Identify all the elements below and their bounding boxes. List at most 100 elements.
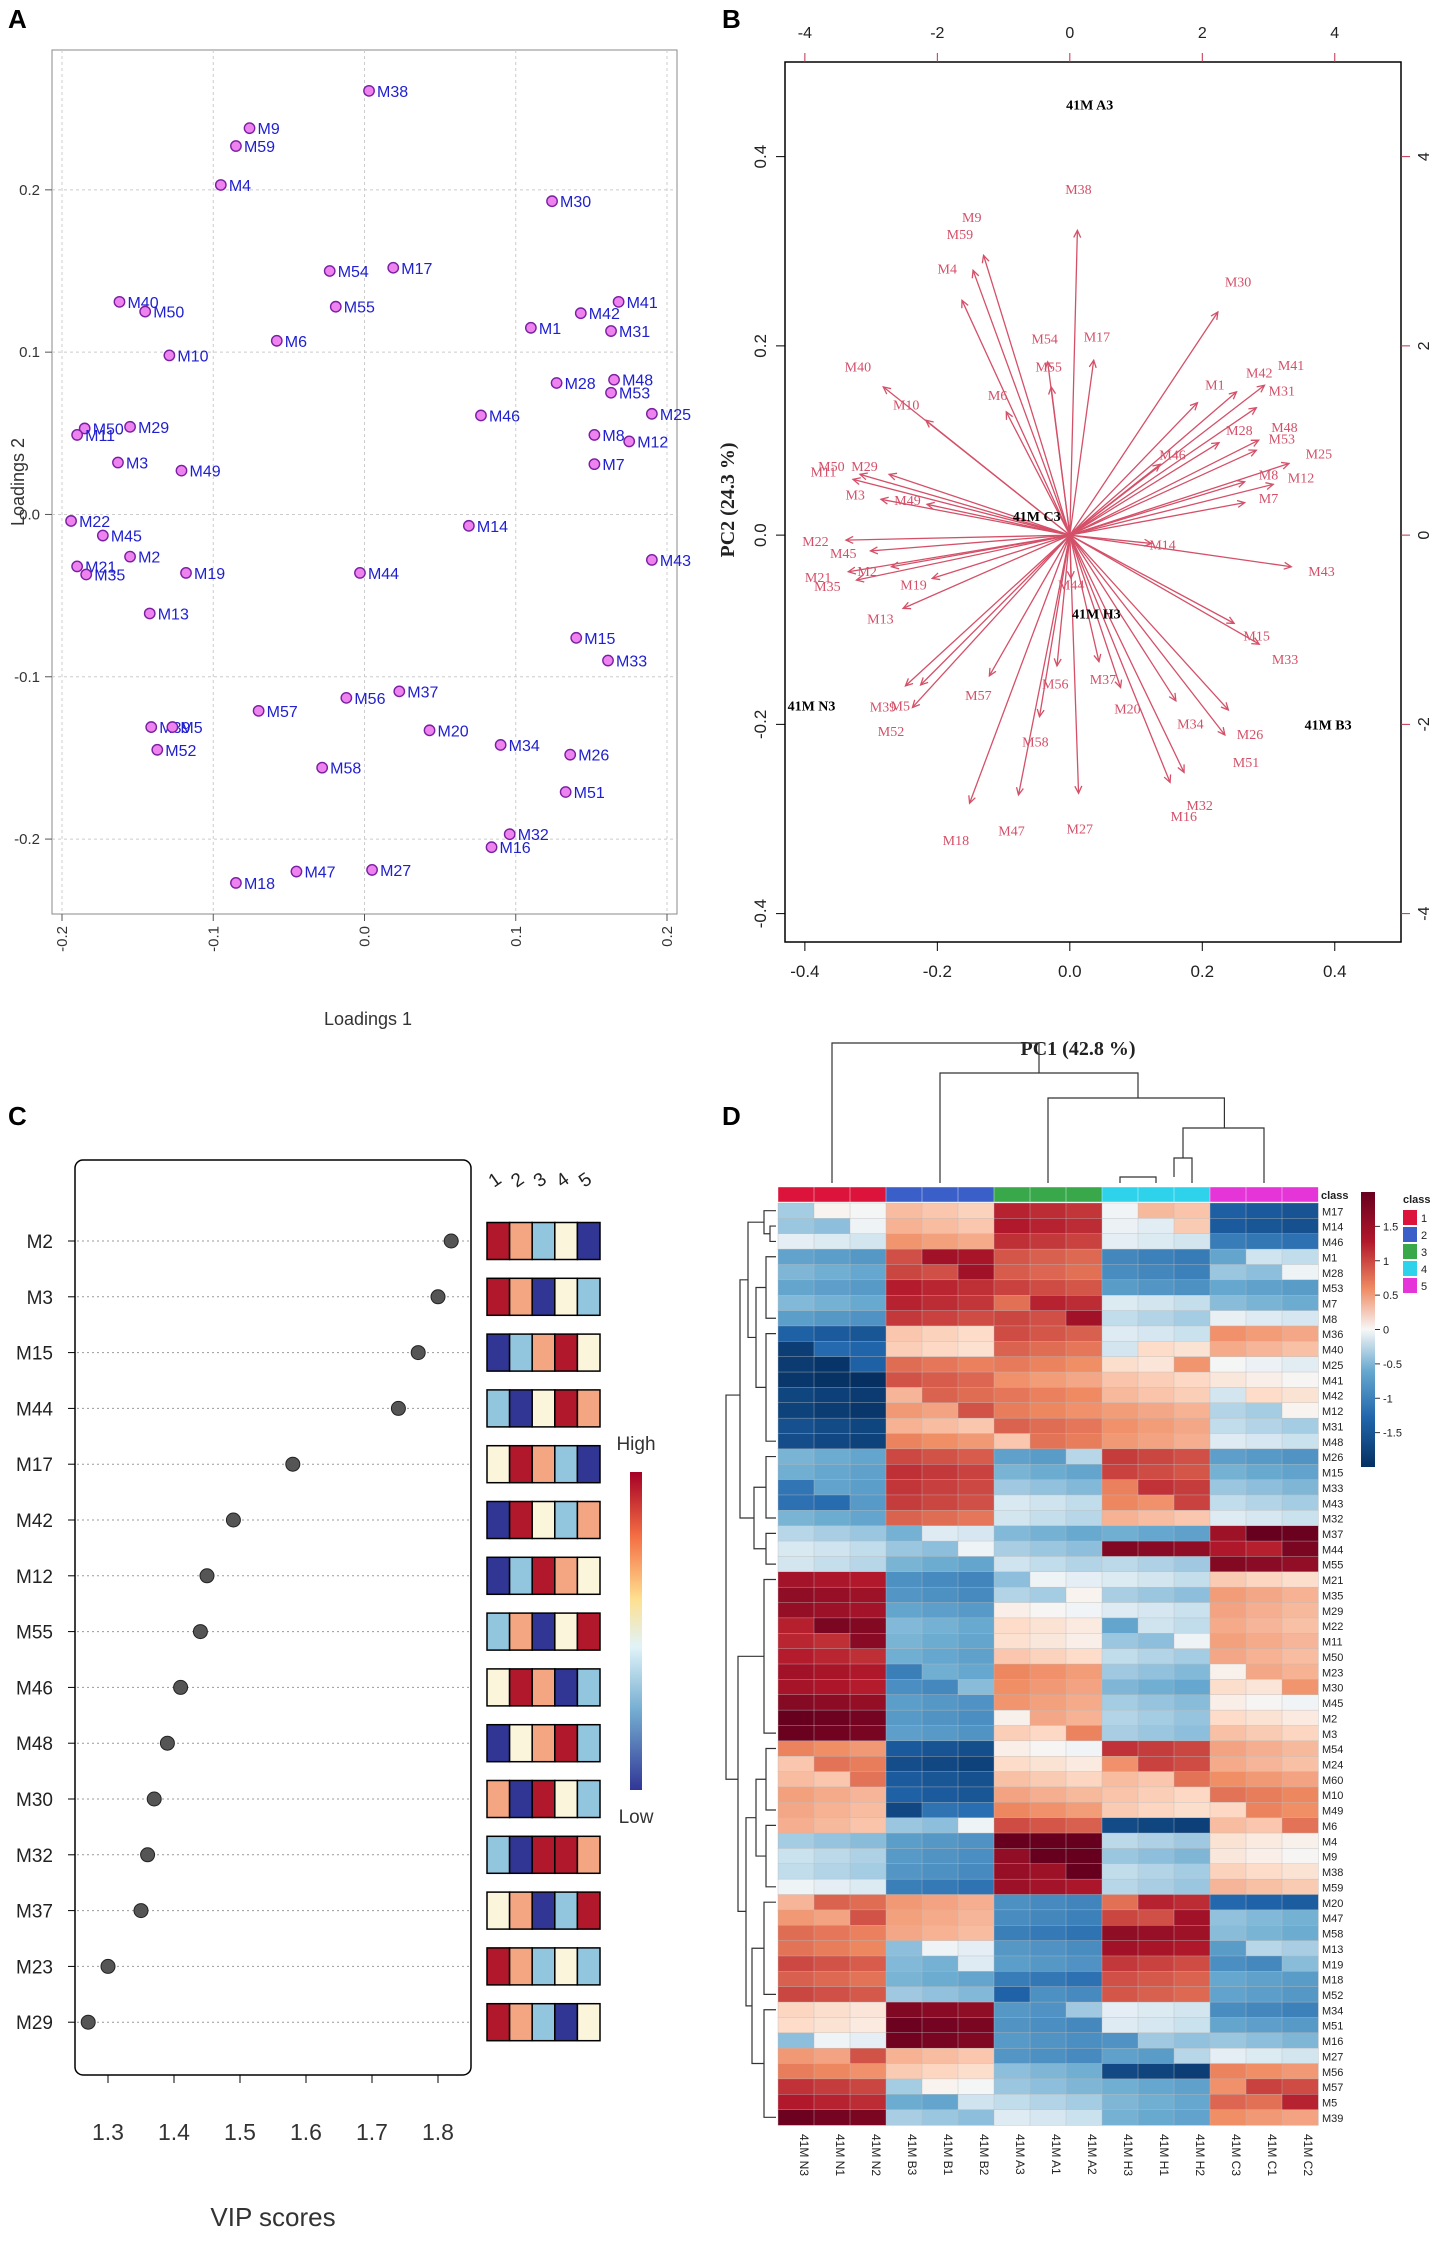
panel-b-bottom-tick-label: -0.4 — [790, 962, 819, 981]
panel-d-cell — [1101, 1233, 1139, 1250]
panel-d-cell — [777, 1971, 815, 1988]
panel-letter-b: B — [722, 4, 741, 34]
panel-d-cell — [885, 2001, 923, 2019]
panel-d-cell — [777, 2047, 815, 2065]
panel-c-class-box — [508, 1221, 533, 1261]
panel-d-cell — [1209, 1341, 1247, 1358]
panel-d-cell — [1029, 1925, 1067, 1942]
panel-d-cell — [957, 1264, 995, 1281]
panel-d-cell — [993, 1371, 1031, 1388]
panel-c-class-box — [576, 1221, 601, 1261]
panel-d-row-label: M27 — [1322, 2051, 1343, 2063]
panel-d-cell — [1137, 1540, 1175, 1558]
panel-d-cell — [921, 1940, 959, 1957]
panel-d-cell — [849, 1356, 887, 1373]
panel-d-cell — [1101, 1464, 1139, 1481]
panel-d-row-label: M15 — [1322, 1468, 1343, 1480]
panel-c-frame — [74, 1159, 472, 2076]
panel-b-arrowhead — [1250, 439, 1261, 447]
panel-b-variable-label: M28 — [1226, 424, 1252, 439]
panel-a-point-label: M38 — [377, 84, 408, 101]
panel-c-class-box — [508, 1277, 533, 1317]
panel-d-cell — [1173, 1264, 1211, 1281]
panel-b-variable-label: M20 — [1114, 702, 1140, 717]
panel-d-cell — [849, 1448, 887, 1465]
panel-d-column-label: 41M N2 — [869, 2134, 883, 2176]
panel-d-column-label: 41M A2 — [1085, 2134, 1099, 2175]
panel-d-cell — [849, 1510, 887, 1527]
panel-d-row-label: M49 — [1322, 1806, 1343, 1818]
panel-d-cell — [849, 1294, 887, 1312]
panel-c-class-box — [554, 1835, 579, 1875]
panel-d-cell — [885, 1294, 923, 1312]
panel-d-cell — [1245, 2032, 1283, 2049]
panel-d-cell — [777, 1817, 815, 1834]
panel-d-cell — [813, 1848, 851, 1865]
panel-d-cell — [1065, 1709, 1103, 1727]
panel-d-cell — [1029, 1202, 1067, 1219]
panel-b-variable-label: M3 — [845, 488, 864, 503]
panel-b-left-tick-label: -0.4 — [751, 899, 770, 928]
panel-a-xtick-label: -0.2 — [54, 926, 71, 952]
panel-d-cell — [1065, 1387, 1103, 1404]
panel-d-cell — [1281, 1633, 1319, 1650]
panel-a-point-label: M22 — [79, 514, 110, 531]
panel-d-cell — [1173, 1971, 1211, 1988]
panel-d-cell — [1281, 1586, 1319, 1604]
panel-d-cell — [813, 1417, 851, 1435]
panel-d-cell — [993, 1525, 1031, 1542]
panel-d-cell — [1209, 2109, 1247, 2126]
panel-d-cell — [957, 2032, 995, 2049]
panel-d-cell — [1281, 1341, 1319, 1358]
panel-c-class-box — [531, 1723, 556, 1763]
panel-d-cell — [1281, 1218, 1319, 1235]
panel-d-cell — [957, 2047, 995, 2065]
panel-a-point — [645, 554, 658, 566]
panel-d-cell — [813, 1971, 851, 1988]
panel-d-cell — [813, 1786, 851, 1803]
panel-d-row-label: M56 — [1322, 2067, 1343, 2079]
panel-d-cell — [1173, 1510, 1211, 1527]
panel-d-cell — [1029, 1540, 1067, 1558]
panel-d-class-bar-cell — [1173, 1186, 1211, 1203]
panel-d-cell — [957, 1617, 995, 1634]
panel-d-cell — [885, 1848, 923, 1865]
panel-d-row-label: M21 — [1322, 1575, 1343, 1587]
panel-d-class-bar-cell — [1101, 1186, 1139, 1203]
panel-b-variable-label: M1 — [1205, 379, 1224, 394]
panel-d-cell — [1065, 1341, 1103, 1358]
panel-b-arrowhead — [1015, 787, 1024, 797]
panel-d-cell — [1245, 1433, 1283, 1450]
panel-b-variable-label: M4 — [938, 262, 957, 277]
panel-d-cell — [849, 2094, 887, 2111]
panel-a-loadings-plot: -0.2 -0.1 0.0 0.1 0.2 -0.2 -0.1 0.0 0.1 0.2 M38 M9… — [8, 49, 691, 1029]
panel-d-cell — [849, 1725, 887, 1742]
panel-d-cell — [1173, 1771, 1211, 1788]
panel-d-cell — [849, 2032, 887, 2049]
panel-d-cell — [1173, 1371, 1211, 1388]
panel-d-cell — [1029, 1894, 1067, 1911]
panel-b-variable-label: M39 — [870, 700, 896, 715]
panel-a-point-label: M6 — [285, 334, 307, 351]
panel-a-point — [96, 529, 109, 542]
panel-a-point-label: M14 — [477, 519, 508, 536]
panel-d-cell — [849, 1341, 887, 1358]
panel-c-vip-dot — [199, 1568, 215, 1584]
panel-d-cell — [957, 1341, 995, 1358]
panel-d-cell — [1101, 1725, 1139, 1742]
panel-c-class-box — [554, 2002, 579, 2042]
panel-d-cell — [921, 1786, 959, 1803]
panel-a-point-label: M10 — [177, 348, 208, 365]
panel-b-variable-label: M5 — [891, 699, 910, 714]
panel-c-class-box — [531, 1668, 556, 1707]
panel-d-cell — [1281, 1832, 1319, 1849]
panel-d-cell — [993, 1417, 1031, 1435]
panel-d-cell — [1209, 1571, 1247, 1588]
panel-c-category-label: M46 — [16, 1678, 53, 1699]
panel-a-point — [329, 300, 342, 313]
panel-a-point-label: M40 — [127, 295, 158, 312]
panel-d-cell — [1101, 1971, 1139, 1988]
panel-d-cell — [921, 1571, 959, 1588]
panel-c-class-box — [554, 1333, 579, 1372]
panel-b-variable-label: M58 — [1022, 735, 1048, 750]
